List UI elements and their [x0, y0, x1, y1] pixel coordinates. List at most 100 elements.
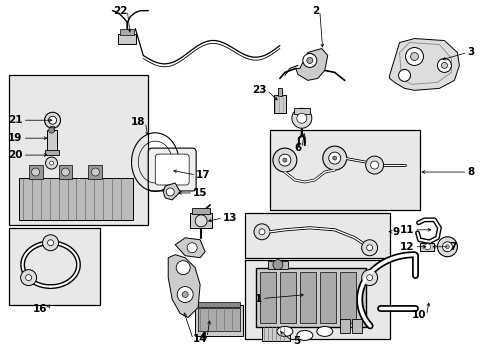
Circle shape: [44, 112, 61, 128]
Text: 13: 13: [223, 213, 237, 223]
Circle shape: [42, 235, 59, 251]
Circle shape: [49, 161, 53, 165]
Bar: [195, 305, 243, 336]
Bar: [120, 28, 134, 35]
Circle shape: [278, 154, 290, 166]
Bar: [273, 95, 285, 113]
Bar: [118, 33, 136, 44]
Text: 4: 4: [199, 332, 207, 342]
Bar: [279, 272, 295, 323]
Text: 19: 19: [8, 133, 22, 143]
Circle shape: [32, 168, 40, 176]
Bar: [319, 272, 335, 323]
Bar: [46, 130, 57, 152]
Circle shape: [361, 240, 377, 256]
Bar: [260, 272, 275, 323]
Circle shape: [365, 156, 383, 174]
Circle shape: [272, 148, 296, 172]
Circle shape: [405, 48, 423, 66]
Bar: [198, 302, 240, 306]
Text: 20: 20: [8, 150, 22, 160]
Text: 11: 11: [399, 225, 414, 235]
Ellipse shape: [296, 330, 312, 340]
Polygon shape: [168, 255, 200, 318]
Text: 22: 22: [113, 6, 127, 15]
Bar: [198, 307, 240, 332]
Bar: [255, 268, 365, 328]
Circle shape: [442, 242, 451, 252]
Circle shape: [328, 152, 340, 164]
Bar: [262, 328, 289, 341]
Bar: [59, 165, 72, 179]
Circle shape: [20, 270, 37, 285]
Circle shape: [176, 261, 190, 275]
Text: 2: 2: [312, 6, 319, 15]
Circle shape: [48, 127, 55, 133]
Text: 6: 6: [294, 143, 301, 153]
Bar: [49, 126, 53, 131]
Bar: [29, 165, 42, 179]
Bar: [244, 213, 389, 258]
Text: 15: 15: [193, 188, 207, 198]
Bar: [9, 75, 148, 225]
Circle shape: [25, 275, 32, 280]
Bar: [190, 213, 212, 228]
Circle shape: [332, 156, 336, 160]
Text: 23: 23: [252, 85, 266, 95]
Polygon shape: [295, 49, 327, 80]
Circle shape: [302, 54, 316, 67]
Polygon shape: [163, 183, 180, 200]
Circle shape: [410, 53, 418, 60]
Circle shape: [61, 168, 69, 176]
Bar: [44, 150, 59, 155]
Bar: [419, 243, 433, 251]
Bar: [9, 228, 100, 305]
Circle shape: [306, 58, 312, 63]
Bar: [351, 319, 361, 333]
Text: 14: 14: [193, 334, 207, 345]
Polygon shape: [175, 238, 204, 258]
Circle shape: [291, 108, 311, 128]
Circle shape: [283, 158, 286, 162]
Circle shape: [441, 62, 447, 68]
FancyBboxPatch shape: [155, 154, 189, 185]
Circle shape: [177, 287, 193, 302]
Circle shape: [45, 157, 58, 169]
Ellipse shape: [276, 327, 292, 336]
Ellipse shape: [316, 327, 332, 336]
Circle shape: [398, 69, 410, 81]
Text: 17: 17: [196, 170, 210, 180]
Bar: [277, 88, 281, 96]
Text: 12: 12: [399, 242, 414, 252]
Bar: [299, 272, 315, 323]
Circle shape: [187, 243, 197, 253]
Circle shape: [361, 270, 377, 285]
FancyBboxPatch shape: [148, 148, 196, 191]
Circle shape: [370, 161, 378, 169]
Circle shape: [195, 215, 207, 227]
Bar: [293, 108, 309, 114]
Text: 5: 5: [292, 336, 300, 346]
Text: 9: 9: [392, 227, 399, 237]
Circle shape: [259, 229, 264, 235]
Circle shape: [182, 292, 188, 298]
Bar: [339, 272, 355, 323]
Circle shape: [437, 58, 450, 72]
Circle shape: [424, 244, 429, 250]
Circle shape: [48, 116, 57, 124]
Bar: [339, 319, 349, 333]
Circle shape: [296, 113, 306, 123]
Circle shape: [166, 188, 174, 196]
Circle shape: [91, 168, 99, 176]
Polygon shape: [389, 39, 458, 90]
Bar: [267, 261, 287, 269]
Bar: [269, 130, 419, 210]
Bar: [19, 178, 133, 220]
Bar: [88, 165, 102, 179]
Text: 16: 16: [33, 305, 47, 315]
Text: 7: 7: [448, 242, 456, 252]
Text: 18: 18: [130, 117, 145, 127]
Text: 8: 8: [467, 167, 474, 177]
Circle shape: [322, 146, 346, 170]
Bar: [244, 260, 389, 339]
